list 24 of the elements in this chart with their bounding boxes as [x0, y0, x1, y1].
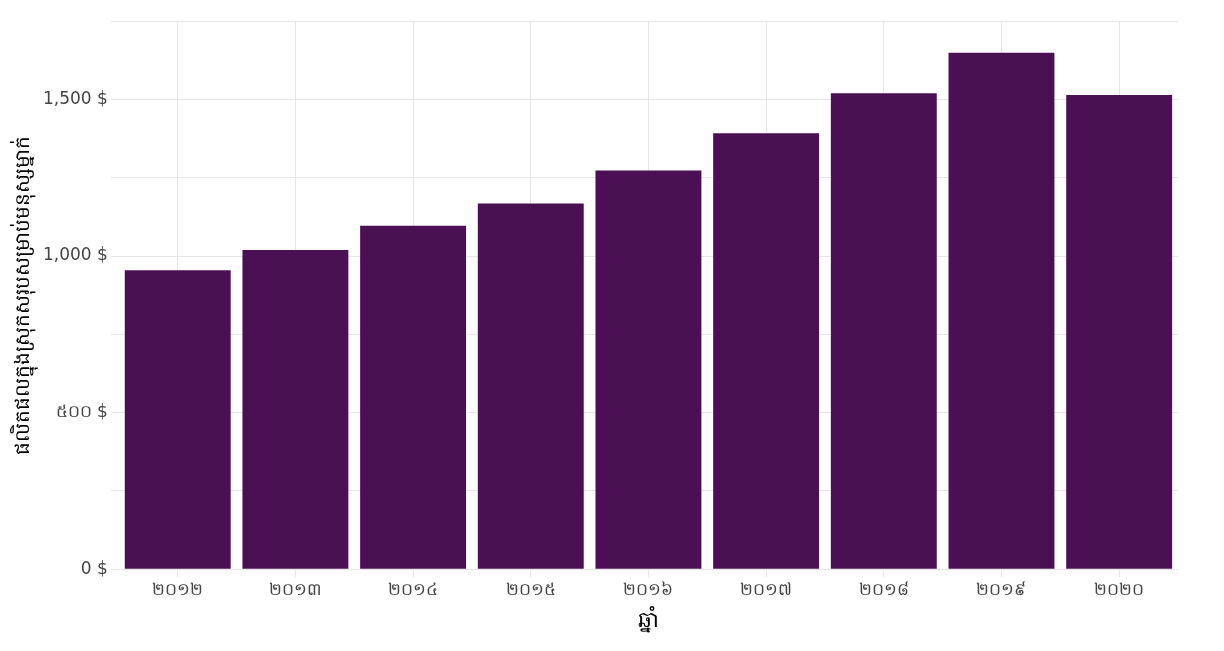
bar	[595, 170, 702, 569]
bar	[477, 203, 584, 569]
bar	[948, 52, 1055, 569]
bar	[242, 250, 349, 569]
y-tick-label: ៥០០ $	[55, 401, 108, 422]
bar	[124, 270, 231, 569]
x-tick-label: ២០១៧	[740, 578, 793, 599]
x-tick-label: ២០១៦	[623, 578, 674, 599]
x-tick-label: ២០១២	[152, 578, 204, 599]
x-tick-label: ២០១៣	[268, 578, 322, 599]
x-tick-label: ២០១៩	[976, 578, 1027, 599]
y-tick-label: 1,000 $	[43, 244, 108, 265]
y-tick-label: 0 $	[80, 557, 108, 578]
x-tick-label: ២០២០	[1094, 578, 1145, 599]
bar	[1066, 95, 1173, 569]
x-axis-title: ឆ្នាំ	[637, 605, 659, 633]
y-tick-label: 1,500 $	[43, 87, 108, 108]
x-tick-label: ២០១៤	[388, 578, 439, 599]
bar	[713, 133, 820, 569]
x-tick-label: ២០១៨	[858, 578, 909, 599]
y-axis-title: ផលិតផលក្នុងស្រុកសរុបសម្រាប់មនុស្សម្នាក់	[9, 135, 39, 455]
bar	[360, 225, 467, 569]
bar	[830, 93, 937, 569]
x-tick-label: ២០១៥	[505, 578, 556, 599]
